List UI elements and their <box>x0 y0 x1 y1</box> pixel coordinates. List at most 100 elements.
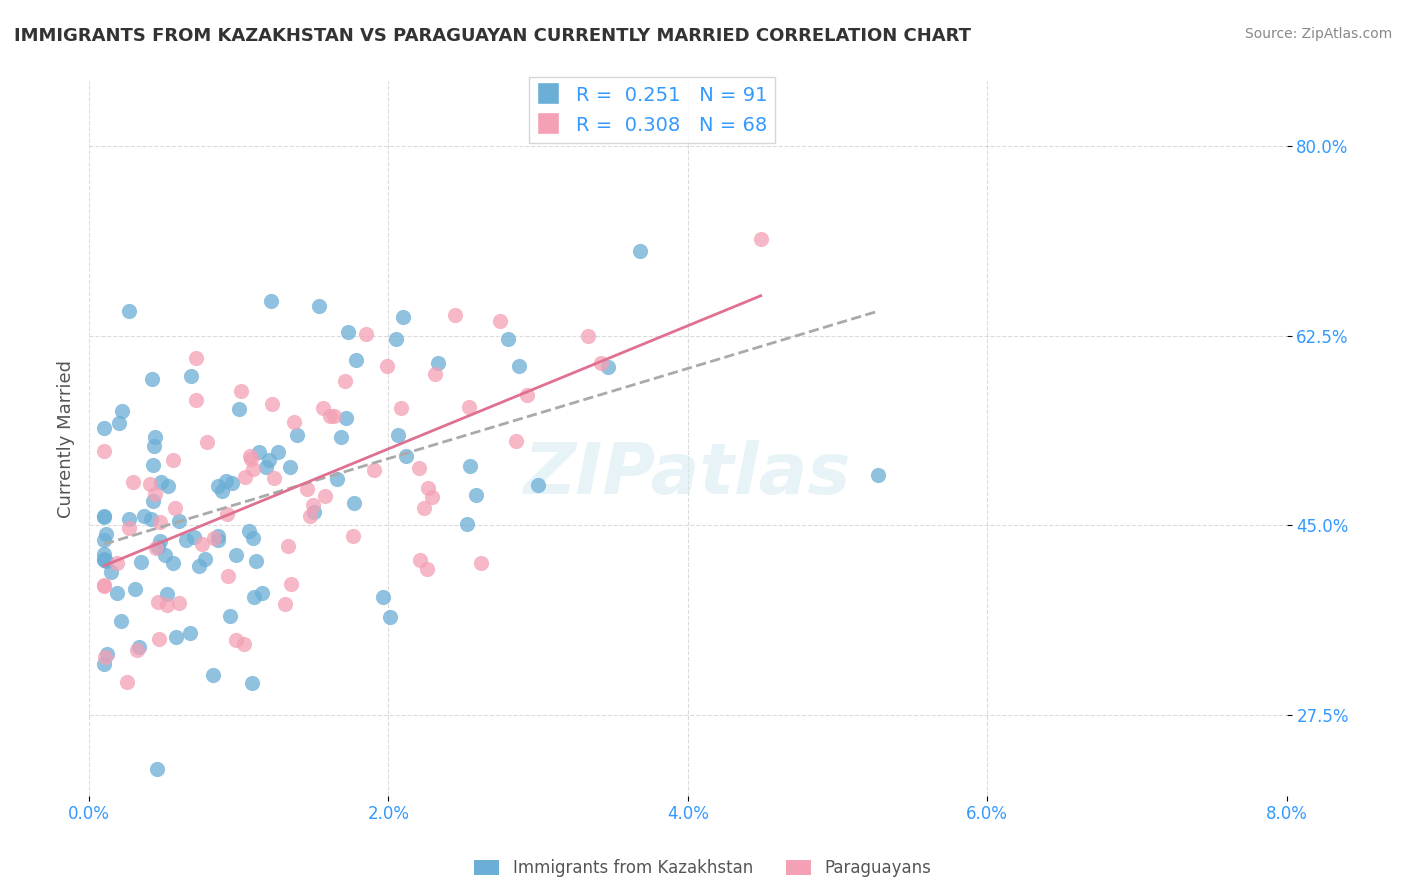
Point <box>93 444 115 458</box>
Text: IMMIGRANTS FROM KAZAKHSTAN VS PARAGUAYAN CURRENTLY MARRIED CORRELATION CHART: IMMIGRANTS FROM KAZAKHSTAN VS PARAGUAYAN… <box>14 27 972 45</box>
Point <box>118 304 141 318</box>
Point <box>94 527 117 541</box>
Point <box>516 388 538 402</box>
Point <box>142 439 165 453</box>
Point <box>243 590 266 604</box>
Point <box>143 430 166 444</box>
Point <box>100 565 122 579</box>
Point <box>408 460 430 475</box>
Point <box>250 586 273 600</box>
Point <box>93 510 115 524</box>
Point <box>117 674 139 689</box>
Point <box>207 479 229 493</box>
Point <box>215 475 238 489</box>
Point <box>344 352 367 367</box>
Point <box>122 475 145 490</box>
Point <box>277 540 299 554</box>
Point <box>146 540 169 554</box>
Point <box>420 490 443 504</box>
Point <box>107 416 129 430</box>
Point <box>242 676 264 690</box>
Point <box>508 359 530 373</box>
Point <box>184 351 207 365</box>
Point <box>149 534 172 549</box>
Point <box>187 558 209 573</box>
Point <box>496 332 519 346</box>
Point <box>489 314 512 328</box>
Point <box>156 587 179 601</box>
Point <box>186 393 208 408</box>
Point <box>195 434 218 449</box>
Point <box>218 609 240 624</box>
Point <box>228 402 250 417</box>
Point <box>458 400 481 414</box>
Point <box>470 556 492 570</box>
Point <box>221 475 243 490</box>
Point <box>299 509 322 524</box>
Point <box>165 500 187 515</box>
Point <box>202 531 225 545</box>
Point <box>225 632 247 647</box>
Point <box>149 515 172 529</box>
Point <box>596 359 619 374</box>
Point <box>323 409 346 423</box>
Point <box>395 450 418 464</box>
Point <box>749 232 772 246</box>
Point <box>391 401 413 416</box>
Point <box>242 462 264 476</box>
Point <box>342 529 364 543</box>
Point <box>118 521 141 535</box>
Point <box>416 562 439 576</box>
Point <box>285 427 308 442</box>
Point <box>336 325 359 339</box>
Point <box>343 496 366 510</box>
Point <box>93 657 115 671</box>
Point <box>505 434 527 448</box>
Point <box>124 582 146 596</box>
Text: ZIPatlas: ZIPatlas <box>524 440 852 508</box>
Point <box>93 578 115 592</box>
Point <box>93 649 115 664</box>
Point <box>311 401 333 416</box>
Point <box>105 556 128 570</box>
Point <box>94 554 117 568</box>
Point <box>378 609 401 624</box>
Point <box>93 547 115 561</box>
Point <box>628 244 651 259</box>
Point <box>866 467 889 482</box>
Point <box>371 590 394 604</box>
Point <box>589 356 612 370</box>
Point <box>444 308 467 322</box>
Point <box>238 524 260 539</box>
Point <box>413 500 436 515</box>
Point <box>183 530 205 544</box>
Point <box>302 499 325 513</box>
Point <box>425 367 447 381</box>
Point <box>245 554 267 568</box>
Point <box>132 508 155 523</box>
Point <box>93 421 115 435</box>
Point <box>207 533 229 547</box>
Point <box>527 478 550 492</box>
Point <box>145 541 167 556</box>
Point <box>259 453 281 467</box>
Point <box>576 329 599 343</box>
Point <box>162 453 184 467</box>
Point <box>180 368 202 383</box>
Point <box>174 533 197 547</box>
Point <box>155 599 177 613</box>
Point <box>167 596 190 610</box>
Point <box>217 507 239 521</box>
Point <box>363 463 385 477</box>
Point <box>304 505 326 519</box>
Point <box>179 625 201 640</box>
Point <box>142 494 165 508</box>
Point <box>319 409 342 424</box>
Point <box>254 460 277 475</box>
Point <box>146 762 169 776</box>
Point <box>247 445 270 459</box>
Legend: Immigrants from Kazakhstan, Paraguayans: Immigrants from Kazakhstan, Paraguayans <box>468 853 938 884</box>
Point <box>458 458 481 473</box>
Point <box>165 631 187 645</box>
Point <box>308 299 330 313</box>
